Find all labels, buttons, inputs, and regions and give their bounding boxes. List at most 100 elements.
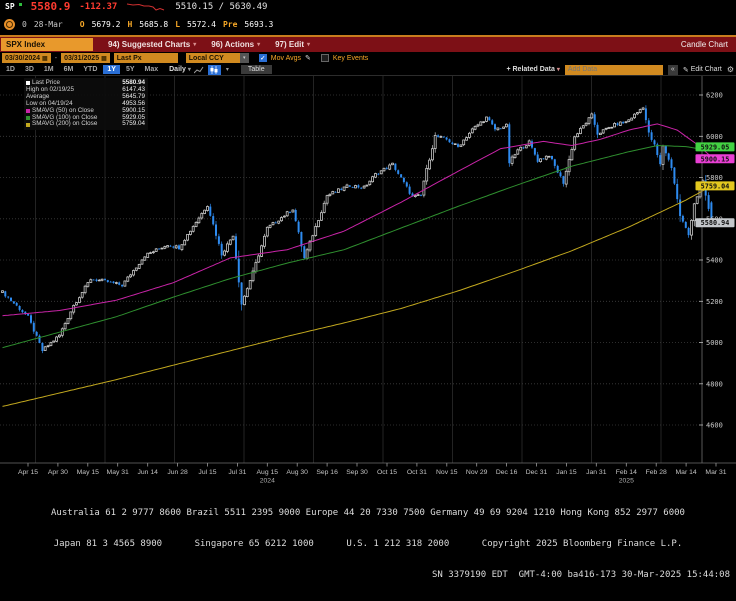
currency-select[interactable]: Local CCY xyxy=(185,53,240,63)
panel-divider xyxy=(0,35,736,37)
legend-swatch xyxy=(26,81,30,86)
x-axis-year-label: 2025 xyxy=(619,478,634,485)
x-axis-label: Feb 28 xyxy=(646,469,667,476)
table-tab[interactable]: Table xyxy=(240,65,272,74)
open-value: 5679.2 xyxy=(91,19,121,29)
price-badge xyxy=(695,154,735,164)
y-axis-tick-label: 4800 xyxy=(706,380,723,388)
line-chart-icon[interactable] xyxy=(193,65,206,75)
gear-icon[interactable]: ⚙ xyxy=(726,65,734,74)
key-events-label: Key Events xyxy=(332,54,369,62)
last-price: 5580.9 xyxy=(30,0,71,13)
x-axis-label: May 31 xyxy=(107,469,130,476)
x-axis-label: Dec 31 xyxy=(526,469,548,476)
menu-suggested-charts[interactable]: 94) Suggested Charts ▾ xyxy=(108,40,197,49)
open-label: O xyxy=(79,19,85,29)
edit-chart-button[interactable]: ✎ Edit Chart xyxy=(682,66,722,74)
range-tab-3d[interactable]: 3D xyxy=(24,66,34,73)
y-axis-tick-label: 5000 xyxy=(706,339,723,347)
mov-avgs-checkbox[interactable]: ✓ xyxy=(258,54,267,62)
uptick-icon xyxy=(18,2,22,6)
function-menu-bar: SPX Index 94) Suggested Charts ▾ 96) Act… xyxy=(0,37,736,52)
legend-row-last-price[interactable]: Last Price 5580.94 xyxy=(26,79,145,87)
range-tab-1d[interactable]: 1D xyxy=(6,66,15,73)
x-axis-label: Apr 30 xyxy=(48,469,68,476)
chart-type-title: Candle Chart xyxy=(680,40,728,49)
legend-row-smavg100[interactable]: SMAVG (100) on Close 5929.05 xyxy=(26,114,145,122)
x-axis-label: Sep 30 xyxy=(346,469,368,476)
collapse-panel-button[interactable]: « xyxy=(667,64,678,75)
smavg-200-line xyxy=(2,185,712,407)
chevron-down-icon: ▾ xyxy=(556,67,560,73)
range-tab-1m[interactable]: 1M xyxy=(43,66,54,73)
pencil-icon[interactable]: ✎ xyxy=(305,55,311,62)
security-input[interactable]: SPX Index xyxy=(1,38,93,51)
legend-row-low[interactable]: Low on 04/19/24 4953.56 xyxy=(26,99,145,107)
terminal-footer: Australia 61 2 9777 8600 Brazil 5511 239… xyxy=(0,486,736,580)
currency-dropdown-button[interactable]: ▾ xyxy=(239,53,249,63)
ohlc-bar: 0 28-Mar O 5679.2 H 5685.8 L 5572.4 Pre … xyxy=(0,13,736,35)
legend-row-smavg50[interactable]: SMAVG (50) on Close 5900.15 xyxy=(26,107,145,115)
legend-row-smavg200[interactable]: SMAVG (200) on Close 5759.04 xyxy=(26,121,145,128)
price-field-select[interactable]: Last Px xyxy=(113,53,178,63)
x-axis-label: Aug 15 xyxy=(257,469,279,476)
key-events-checkbox[interactable] xyxy=(320,54,329,62)
x-axis-label: Feb 14 xyxy=(616,469,637,476)
candle-chart-icon[interactable] xyxy=(207,64,221,75)
y-axis-tick-label: 6200 xyxy=(706,92,723,100)
x-axis-label: Dec 16 xyxy=(496,469,518,476)
chart-settings-toolbar: 03/30/2024 ▦ - 03/31/2025 ▦ Last Px Loca… xyxy=(0,52,736,64)
chart-legend: Last Price 5580.94 High on 02/19/25 6147… xyxy=(24,78,148,131)
alarm-clock-icon[interactable] xyxy=(4,18,15,30)
footer-phones-1: Australia 61 2 9777 8600 Brazil 5511 239… xyxy=(51,508,685,518)
chart-area[interactable]: Last Price 5580.94 High on 02/19/25 6147… xyxy=(0,76,736,486)
legend-row-average[interactable]: Average 5645.79 xyxy=(26,92,145,100)
high-value: 5685.8 xyxy=(139,19,169,29)
price-badge xyxy=(695,181,735,191)
chart-type-dropdown[interactable]: ▾ xyxy=(225,67,229,73)
x-axis-label: Jan 15 xyxy=(556,469,577,476)
price-badge-value: 5759.04 xyxy=(701,182,730,190)
related-data-button[interactable]: + Related Data ▾ xyxy=(506,66,560,73)
range-tab-5y[interactable]: 5Y xyxy=(125,66,135,73)
chevron-down-icon: ▾ xyxy=(187,67,191,73)
footer-phones-2: Japan 81 3 4565 8900 Singapore 65 6212 1… xyxy=(53,539,683,549)
range-tab-ytd[interactable]: YTD xyxy=(83,66,98,73)
y-axis-tick-label: 5400 xyxy=(706,257,723,265)
y-axis-tick-label: 5200 xyxy=(706,298,723,306)
date-from-field[interactable]: 03/30/2024 ▦ xyxy=(2,53,51,63)
legend-row-high[interactable]: High on 02/19/25 6147.43 xyxy=(26,85,145,93)
smavg-100-line xyxy=(2,144,712,349)
session-date: 28-Mar xyxy=(33,19,63,29)
range-tab-max[interactable]: Max xyxy=(144,66,159,73)
price-badge-value: 5580.94 xyxy=(701,219,730,227)
price-chart-canvas[interactable]: 620060005800560054005200500048004600Apr … xyxy=(0,76,736,486)
period-select[interactable]: Daily ▾ xyxy=(169,66,191,73)
x-axis-label: May 15 xyxy=(77,469,100,476)
check-icon: ✓ xyxy=(260,55,266,62)
chevrons-left-icon: « xyxy=(670,66,675,73)
x-axis-label: Jan 31 xyxy=(586,469,607,476)
menu-actions[interactable]: 96) Actions ▾ xyxy=(211,40,261,49)
bloomberg-terminal-window: SP 5580.9 -112.37 5510.15 / 5630.49 0 28… xyxy=(0,0,736,580)
candles xyxy=(1,105,713,354)
menu-edit[interactable]: 97) Edit ▾ xyxy=(275,40,311,49)
range-tab-6m[interactable]: 6M xyxy=(63,66,74,73)
y-axis-tick-label: 4600 xyxy=(706,422,723,430)
chevron-down-icon: ▾ xyxy=(307,42,311,48)
calendar-icon: ▦ xyxy=(101,55,107,62)
prev-value: 5693.3 xyxy=(244,19,274,29)
date-to-field[interactable]: 03/31/2025 ▦ xyxy=(61,53,110,63)
x-axis-label: Apr 15 xyxy=(18,469,38,476)
add-data-input[interactable] xyxy=(564,64,663,75)
x-axis-label: Oct 15 xyxy=(377,469,397,476)
intraday-sparkline-icon xyxy=(127,3,165,11)
x-axis-label: Mar 31 xyxy=(705,469,726,476)
range-tab-1y[interactable]: 1Y xyxy=(103,65,120,74)
high-label: H xyxy=(127,19,133,29)
pencil-icon: ✎ xyxy=(682,66,689,74)
calendar-icon: ▦ xyxy=(42,55,48,62)
legend-swatch xyxy=(26,122,30,127)
price-badge-value: 5929.05 xyxy=(701,143,730,151)
low-value: 5572.4 xyxy=(187,19,216,29)
